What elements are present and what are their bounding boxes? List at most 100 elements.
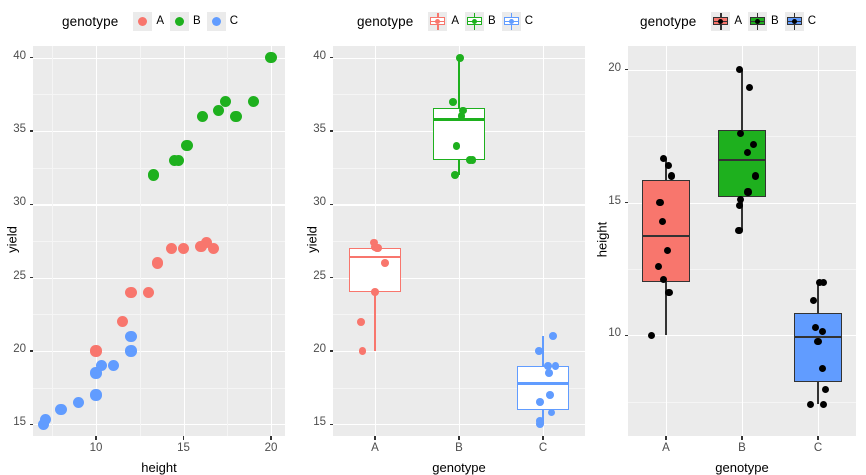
jitter-point [549, 332, 557, 341]
x-tick-label: 20 [264, 442, 278, 454]
jitter-point [358, 347, 367, 355]
y-axis-title: yield [4, 226, 20, 253]
y-tick-label: 30 [313, 196, 326, 209]
jitter-point [752, 172, 760, 180]
jitter-point [736, 196, 745, 204]
y-tick-mark [329, 203, 333, 205]
y-axis-title: height [594, 221, 610, 258]
jitter-point [660, 275, 668, 284]
scatter-point [125, 286, 137, 298]
x-tick-mark [95, 436, 97, 440]
legend-key-c[interactable]: C [496, 11, 533, 31]
legend-key-a[interactable]: A [422, 11, 459, 31]
legend-title: genotype [61, 13, 119, 29]
legend-key-b[interactable]: B [164, 11, 201, 31]
legend-label-b: B [193, 15, 201, 27]
grid-line-minor [33, 94, 285, 96]
jitter-point [663, 246, 672, 254]
grid-line-major [271, 46, 273, 436]
box [516, 365, 570, 410]
panel-boxplot-filled: genotype A B C 10 15 20 A B C heig [590, 0, 866, 475]
jitter-point [535, 398, 544, 407]
y-axis-title: yield [304, 226, 320, 253]
x-tick-mark [817, 436, 819, 440]
scatter-point [151, 257, 163, 269]
x-tick-label: 10 [89, 442, 103, 454]
plot-area-scatter [33, 46, 285, 436]
y-tick-label: 30 [13, 196, 26, 209]
jitter-point [450, 171, 459, 179]
scatter-point [90, 367, 102, 379]
legend-key-a[interactable]: A [127, 11, 164, 31]
x-axis-title: genotype [432, 460, 486, 475]
jitter-point [736, 201, 744, 209]
legend-key-b[interactable]: B [459, 11, 496, 31]
legend-swatch-c [206, 11, 226, 31]
jitter-point [547, 408, 556, 417]
legend-swatch-b [170, 11, 190, 31]
x-axis-title: genotype [715, 460, 769, 475]
x-axis-title: height [141, 460, 177, 475]
median-line [794, 335, 842, 338]
legend-key-a[interactable]: A [705, 11, 743, 31]
grid-line-minor [33, 241, 285, 242]
y-tick-label: 15 [13, 416, 26, 429]
grid-line-major [33, 424, 285, 426]
median-line [516, 382, 570, 385]
legend-key-c[interactable]: C [779, 11, 816, 31]
y-tick-mark [29, 350, 33, 352]
panel-scatter: genotype A B C 15 20 25 30 35 40 10 15 20 yield … [0, 0, 300, 475]
x-tick-mark [270, 436, 272, 440]
scatter-point [125, 345, 137, 357]
y-tick-label: 40 [313, 49, 326, 62]
jitter-point [452, 141, 461, 150]
x-tick-label: B [455, 442, 463, 454]
legend-swatch-b [748, 11, 768, 31]
jitter-point [736, 66, 744, 74]
legend-label-c: C [524, 15, 533, 27]
median-line [348, 256, 402, 259]
jitter-point [370, 238, 379, 247]
jitter-point [656, 198, 664, 207]
grid-line-minor [52, 46, 54, 436]
jitter-point [455, 53, 464, 62]
jitter-point [535, 420, 544, 429]
legend-key-b[interactable]: B [742, 11, 779, 31]
jitter-point [545, 391, 554, 399]
grid-line-major [543, 46, 545, 436]
y-tick-mark [624, 69, 628, 71]
median-line [642, 234, 690, 237]
y-tick-label: 15 [313, 416, 326, 429]
scatter-point [230, 110, 242, 122]
legend-swatch-c [784, 11, 804, 31]
y-tick-mark [29, 203, 33, 205]
grid-line-major [33, 131, 285, 133]
grid-line-minor [33, 314, 285, 316]
jitter-point [744, 188, 752, 196]
legend-label-b: B [488, 15, 496, 27]
scatter-point [197, 110, 209, 122]
x-tick-label: A [371, 442, 379, 454]
scatter-point [247, 96, 260, 108]
jitter-point [544, 369, 553, 377]
y-tick-mark [329, 57, 333, 59]
scatter-point [39, 414, 51, 426]
legend-label-c: C [229, 15, 238, 27]
y-tick-label: 35 [13, 123, 26, 136]
legend-boxplot-filled: genotype A B C [590, 8, 866, 34]
y-tick-label: 35 [313, 123, 326, 136]
x-tick-mark [374, 436, 376, 440]
x-tick-mark [542, 436, 544, 440]
jitter-point [818, 327, 827, 335]
scatter-point [212, 104, 225, 117]
x-tick-mark [458, 436, 460, 440]
scatter-point [90, 345, 102, 357]
legend-label-a: A [734, 15, 743, 27]
grid-line-minor [33, 167, 285, 169]
scatter-point [200, 236, 212, 249]
jitter-point [374, 244, 383, 253]
scatter-point [107, 360, 120, 372]
jitter-point [356, 317, 365, 326]
legend-key-c[interactable]: C [201, 11, 238, 31]
